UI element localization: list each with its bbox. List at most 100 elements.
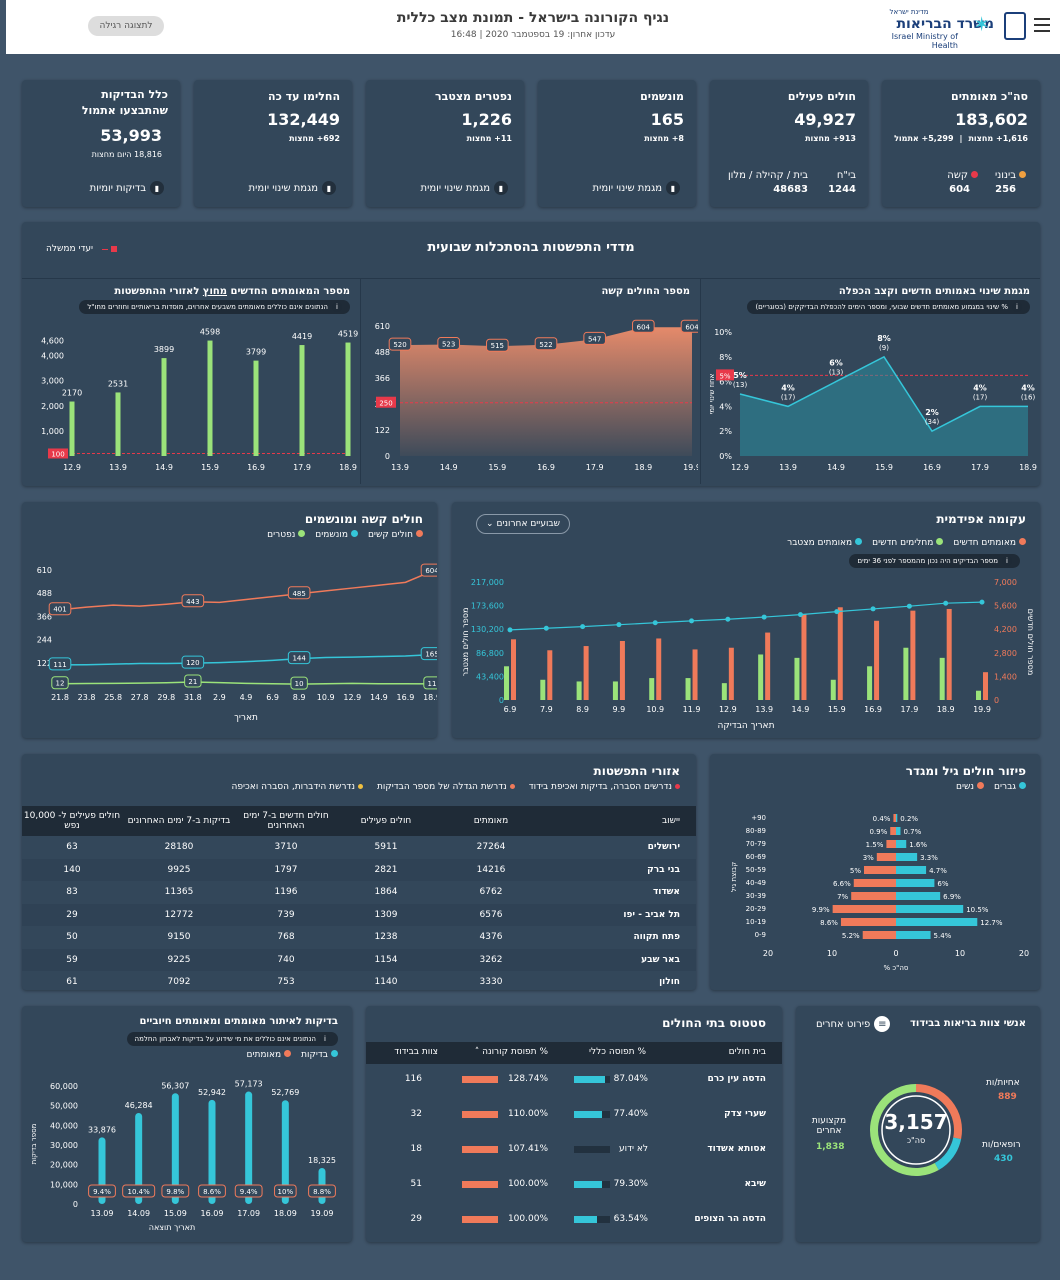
women-label: 1.5%: [866, 841, 884, 849]
positive-rate-box: [88, 1184, 116, 1198]
hospital-row[interactable]: שערי צדק 77.40% 110.00% 32: [366, 1105, 782, 1127]
chart3-title-b: מחוץ: [202, 286, 228, 297]
line-severe: [59, 570, 433, 611]
age-group-label: 80-89: [746, 827, 766, 835]
info-icon: i: [1012, 302, 1022, 312]
bar-new-cases: [511, 639, 516, 700]
x-tick: 15.9: [488, 463, 506, 472]
x-tick: 12.9: [731, 463, 749, 472]
corona-occupancy: 110.00%: [507, 1109, 548, 1119]
value-cell: 9225: [167, 954, 191, 965]
tests-panel: בדיקות לאיתור מאומתים ומאומתים חיוביים i…: [22, 1006, 352, 1242]
data-label-box: [534, 337, 558, 351]
trend-link[interactable]: ▮ מגמת שינוי יומית: [593, 181, 680, 195]
doubling-label: (34): [925, 418, 940, 426]
legend-label: נדרשת הגדלה של מספר הבדיקות: [376, 782, 507, 792]
men-label: 0.2%: [900, 815, 918, 823]
nurses-value: 889: [998, 1092, 1017, 1102]
corona-bar-fill: [462, 1076, 498, 1083]
bar-men: [896, 905, 964, 913]
bar: [299, 345, 305, 456]
col-new7[interactable]: חולים חדשים ב-7 ימים האחרונים: [243, 811, 329, 831]
range-dropdown[interactable]: שבועיים אחרונים ⌄: [476, 514, 570, 534]
table-row[interactable]: חולון 3330 1140 753 7092 61: [22, 971, 696, 990]
bar: [207, 340, 213, 456]
col-staff[interactable]: צוות בבידוד: [394, 1047, 438, 1057]
x-tick: 21.8: [51, 693, 69, 702]
view-toggle-button[interactable]: לתצוגה רגילה: [88, 16, 164, 36]
women-label: 0.4%: [873, 815, 891, 823]
x-tick: 18.9: [339, 463, 357, 472]
bar-new-cases: [765, 632, 771, 700]
col-city[interactable]: יישוב: [661, 816, 680, 826]
x-tick: 20: [763, 949, 773, 958]
trend-link[interactable]: ▮ מגמת שינוי יומית: [421, 181, 508, 195]
hospital-row[interactable]: הדסה הר הצופים 63.54% 100.00% 29: [366, 1210, 782, 1232]
doctors-label: רופאים/ות: [982, 1140, 1021, 1150]
data-label-severe: 485: [292, 590, 305, 598]
col-corona[interactable]: % תפוסת קורונה ˄: [475, 1047, 548, 1057]
table-row[interactable]: אשדוד 6762 1864 1196 11365 83: [22, 881, 696, 904]
bar: [253, 360, 259, 456]
col-hospital[interactable]: בית חולים: [728, 1047, 766, 1057]
menu-icon[interactable]: [1034, 18, 1050, 32]
x-tick: 14.9: [440, 463, 458, 472]
bar-new-cases: [692, 649, 698, 700]
bar-label: 33,876: [88, 1125, 116, 1134]
y-tick-right: 7,000: [994, 578, 1017, 587]
detail-others-button[interactable]: ≡ פירוט אחרים: [816, 1016, 891, 1032]
x-tick: 13.9: [391, 463, 409, 472]
staff-isolation: 116: [404, 1074, 422, 1084]
staff-panel: אנשי צוות בריאות בבידוד ≡ פירוט אחרים 3,1…: [796, 1006, 1040, 1242]
y-tick: 4%: [719, 402, 732, 411]
bar-label: 56,307: [161, 1081, 189, 1090]
col-general[interactable]: % תפוסה כללי: [589, 1047, 646, 1057]
kpi-title: מונשמים: [640, 90, 684, 103]
data-label-severe-box: [420, 563, 437, 577]
bar-women: [864, 866, 896, 874]
positive-rate: 10%: [278, 1188, 294, 1196]
hospital-name: שערי צדק: [724, 1109, 766, 1119]
trend-link[interactable]: ▮ מגמת שינוי יומית: [249, 181, 336, 195]
table-row[interactable]: ירושלים 27264 5911 3710 28180 63: [22, 836, 696, 859]
table-row[interactable]: תל אביב - יפו 6576 1309 739 12772 29: [22, 903, 696, 926]
table-row[interactable]: בני ברק 14216 2821 1797 9925 140: [22, 858, 696, 881]
x-tick: 16.9: [247, 463, 265, 472]
city-cell: פתח תקווה: [633, 932, 680, 943]
point-cumulative: [943, 600, 949, 606]
bar-new-cases: [619, 641, 625, 700]
general-occupancy: 77.40%: [613, 1109, 648, 1119]
y-tick-left: 0: [499, 696, 504, 705]
data-label-severe: 401: [53, 606, 66, 614]
kpi-recovered: החלימו עד כה 132,449 692+ מחצות ▮ מגמת שי…: [194, 80, 352, 207]
kpi-value: 53,993: [100, 126, 162, 145]
spread-table: יישוב מאומתים חולים פעילים חולים חדשים ב…: [22, 806, 696, 990]
info-icon: i: [320, 1034, 330, 1044]
col-confirmed[interactable]: מאומתים: [473, 816, 509, 826]
trend-link-label: בדיקות יומיות: [89, 182, 146, 194]
age-group-label: 70-79: [746, 840, 766, 848]
daily-tests-link[interactable]: ▮ בדיקות יומיות: [90, 181, 164, 195]
corona-bar-track: [462, 1146, 498, 1153]
hospital-row[interactable]: אסותא אשדוד לא ידוע 107.41% 18: [366, 1140, 782, 1162]
general-occupancy: 63.54%: [613, 1214, 648, 1224]
bar-women: [862, 931, 896, 939]
bar-men: [896, 931, 931, 939]
hospital-row[interactable]: הדסה עין כרם 87.04% 128.74% 116: [366, 1070, 782, 1092]
x-tick: 14.09: [127, 1209, 150, 1218]
col-active[interactable]: חולים פעילים: [360, 816, 412, 826]
bar-recovered: [612, 681, 618, 700]
data-label-vent: 144: [292, 655, 306, 663]
col-per10k[interactable]: חולים פעילים ל- 10,000 נפש: [23, 811, 121, 831]
hospital-row[interactable]: שיבא 79.30% 100.00% 51: [366, 1175, 782, 1197]
data-label-severe-box: [48, 602, 72, 616]
table-row[interactable]: פתח תקווה 4376 1238 768 9150 50: [22, 926, 696, 949]
bar-chart-icon: ▮: [494, 181, 508, 195]
donut-nurses: [915, 1084, 962, 1140]
chevron-down-icon: ⌄: [486, 519, 494, 529]
kpi-title: נפטרים מצטבר: [435, 90, 512, 103]
table-row[interactable]: באר שבע 3262 1154 740 9225 59: [22, 948, 696, 971]
bar-recovered: [685, 678, 691, 700]
y-tick: 0%: [719, 452, 732, 461]
col-tests7[interactable]: בדיקות ב-7 ימים האחרונים: [127, 816, 231, 826]
